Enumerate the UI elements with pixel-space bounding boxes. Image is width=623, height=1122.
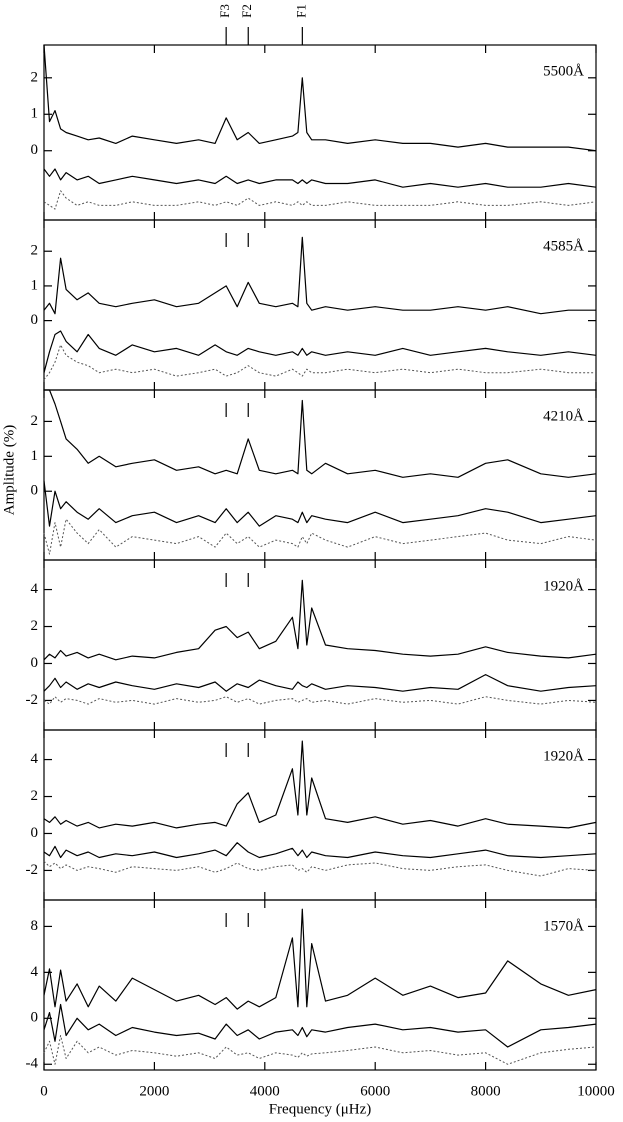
trace	[43, 44, 597, 152]
panel-label: 5500Å	[543, 63, 584, 79]
x-tick-label: 0	[40, 1083, 48, 1099]
marker-label: F3	[217, 4, 232, 18]
plot-frame	[43, 559, 597, 731]
panel-label: 1920Å	[543, 578, 584, 594]
x-axis-label: Frequency (μHz)	[269, 1101, 372, 1117]
y-tick-label: 2	[31, 788, 39, 804]
y-tick-label: 0	[31, 825, 39, 841]
trace	[43, 579, 597, 661]
trace	[43, 740, 597, 829]
y-tick-label: 0	[31, 142, 39, 158]
y-axis-label: Amplitude (%)	[1, 425, 17, 515]
dotted-trace	[43, 518, 597, 555]
x-tick-label: 2000	[139, 1083, 169, 1099]
marker-label: F2	[239, 4, 254, 18]
y-tick-label: 0	[31, 655, 39, 671]
x-tick-label: 8000	[471, 1083, 501, 1099]
y-tick-label: 1	[31, 277, 39, 293]
y-tick-label: 0	[31, 1010, 39, 1026]
y-tick-label: 4	[31, 964, 39, 980]
marker-label: F1	[293, 4, 308, 18]
y-tick-label: 8	[31, 918, 39, 934]
y-tick-label: -2	[26, 692, 39, 708]
trace	[44, 389, 597, 478]
panel-label: 4585Å	[543, 238, 584, 254]
dotted-trace	[43, 696, 597, 705]
plot-frame	[43, 729, 597, 901]
y-tick-label: 2	[31, 618, 39, 634]
y-tick-label: 0	[31, 312, 39, 328]
y-tick-label: -4	[26, 1056, 39, 1072]
y-tick-label: 2	[31, 413, 39, 429]
dotted-trace	[43, 1035, 597, 1065]
dotted-trace	[43, 344, 596, 380]
plot-frame	[43, 44, 597, 221]
y-tick-label: 1	[31, 448, 39, 464]
trace	[43, 908, 597, 1010]
plot-frame	[43, 389, 597, 561]
x-tick-label: 10000	[577, 1083, 615, 1099]
trace	[43, 842, 597, 859]
trace	[43, 168, 597, 188]
y-tick-label: 2	[31, 243, 39, 259]
x-tick-label: 6000	[360, 1083, 390, 1099]
y-tick-label: 2	[31, 69, 39, 85]
panel-label: 1920Å	[543, 748, 584, 764]
panel-label: 1570Å	[543, 918, 584, 934]
y-tick-label: 4	[31, 751, 39, 767]
trace	[43, 480, 597, 527]
panel-label: 4210Å	[543, 408, 584, 424]
y-tick-label: 1	[31, 106, 39, 122]
trace	[43, 674, 597, 692]
trace	[43, 236, 596, 315]
y-tick-label: -2	[26, 862, 39, 878]
dotted-trace	[43, 860, 597, 877]
trace	[43, 330, 597, 373]
y-tick-label: 4	[31, 581, 39, 597]
trace	[43, 1003, 597, 1048]
dotted-trace	[43, 190, 597, 210]
y-tick-label: 0	[31, 483, 39, 499]
plot-frame	[43, 899, 597, 1071]
x-tick-label: 4000	[250, 1083, 280, 1099]
